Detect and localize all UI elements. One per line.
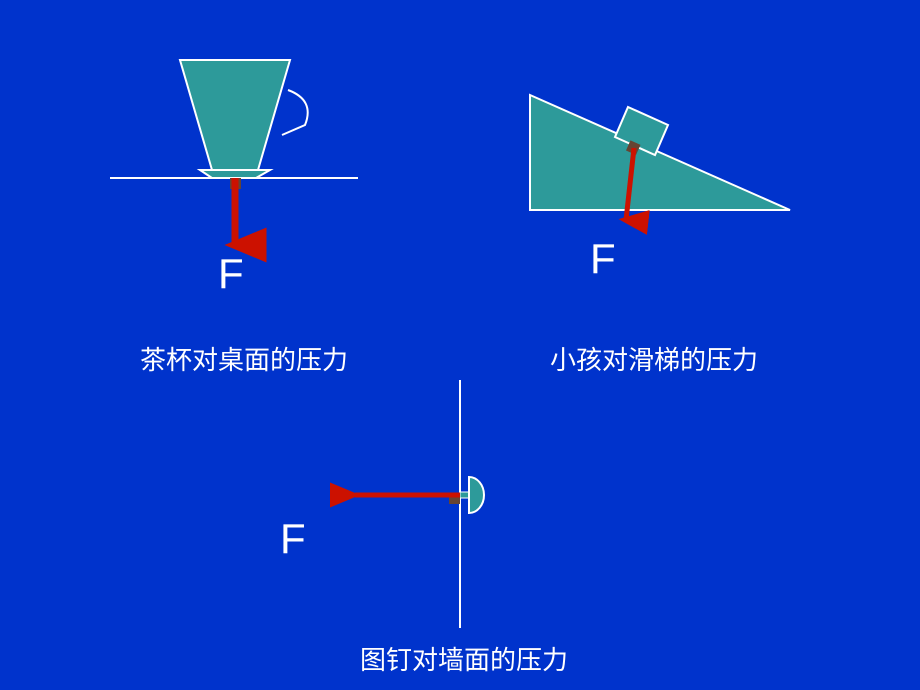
pin-head xyxy=(469,477,484,513)
teacup-diagram: F xyxy=(100,50,380,320)
teacup-caption: 茶杯对桌面的压力 xyxy=(140,340,348,377)
force-label: F xyxy=(590,235,616,283)
pin-shaft xyxy=(460,492,469,498)
force-label: F xyxy=(218,250,244,298)
force-label: F xyxy=(280,515,306,563)
cup-saucer xyxy=(200,170,270,178)
pushpin-diagram: F xyxy=(280,380,640,680)
pushpin-svg xyxy=(280,380,640,680)
cup-body xyxy=(180,60,290,170)
slide-diagram: F xyxy=(510,70,830,320)
pushpin-caption: 图钉对墙面的压力 xyxy=(360,640,568,677)
slide-caption: 小孩对滑梯的压力 xyxy=(550,340,758,377)
slide-svg xyxy=(510,70,830,320)
cup-handle xyxy=(282,90,308,135)
slide-triangle xyxy=(530,95,790,210)
